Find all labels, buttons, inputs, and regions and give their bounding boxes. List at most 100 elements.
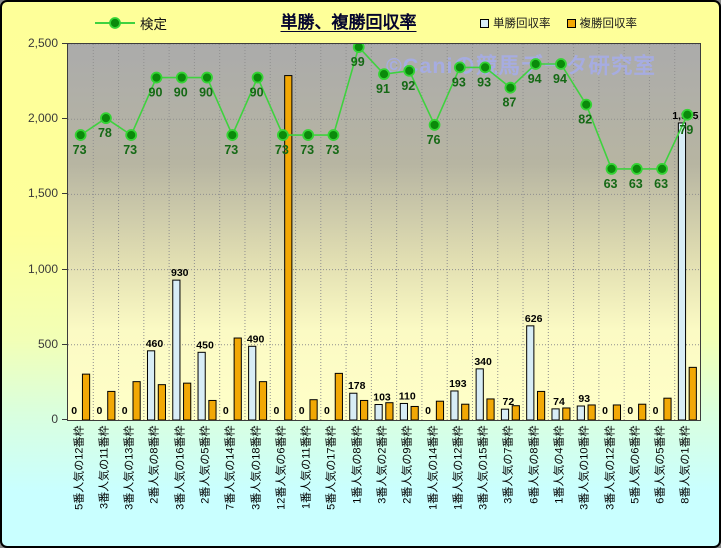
x-category-label: 3番人気の18番枠 [250, 425, 263, 510]
bar-fukusho [536, 390, 546, 420]
bar-fukusho [486, 398, 495, 420]
kentei-value-label: 73 [300, 143, 314, 157]
x-category-label: 5番人気の6番枠 [629, 425, 642, 504]
bar-zero-label: 0 [71, 405, 77, 417]
legend-bars: 単勝回収率 複勝回収率 [480, 15, 637, 31]
kentei-line-marker-icon [95, 17, 135, 29]
kentei-value-label: 92 [401, 79, 415, 93]
x-category-label: 1番人気の8番枠 [351, 425, 364, 504]
bar-fukusho [688, 366, 697, 420]
y-tick-mark [62, 268, 67, 270]
y-tick-label: 1,000 [27, 261, 58, 276]
bar-tansho [172, 279, 181, 420]
x-category-label: 12番人気の6番枠 [275, 425, 288, 510]
bar-value-label: 74 [553, 396, 565, 408]
legend-kentei: 検定 [94, 13, 167, 33]
x-category-label: 7番人気の14番枠 [224, 425, 237, 510]
bar-fukusho [157, 384, 166, 420]
kentei-dot [403, 64, 416, 77]
y-tick-label: 500 [37, 336, 58, 351]
kentei-dot [150, 71, 163, 84]
fukusho-swatch-icon [566, 18, 576, 28]
x-category-label: 3番人気の16番枠 [174, 425, 187, 510]
bar-fukusho [284, 75, 293, 420]
x-category-label: 3番人気の15番枠 [477, 425, 490, 510]
kentei-value-label: 73 [123, 143, 137, 157]
legend-tansho-label: 単勝回収率 [493, 18, 551, 30]
x-category-label: 1番人気の14番枠 [427, 425, 440, 510]
x-category-label: 3番人気の12番枠 [604, 425, 617, 510]
y-tick-label: 0 [51, 412, 58, 426]
watermark: ©Caniの競馬データ研究室 [386, 53, 656, 78]
y-tick-label: 1,500 [27, 186, 58, 201]
gridlines [68, 44, 700, 420]
bar-fukusho [385, 402, 394, 420]
kentei-value-label: 93 [477, 75, 491, 89]
bar-value-label: 193 [449, 378, 467, 390]
bar-fukusho [107, 390, 116, 420]
kentei-dot [302, 129, 315, 141]
bar-fukusho [132, 381, 141, 420]
bar-zero-label: 0 [602, 405, 608, 417]
kentei-dot [175, 71, 188, 84]
kentei-dot [605, 163, 618, 175]
bar-fukusho [638, 403, 647, 420]
kentei-dots [74, 44, 694, 175]
kentei-value-label: 73 [73, 143, 87, 157]
x-category-label: 3番人気の2番枠 [376, 425, 389, 504]
bar-fukusho [663, 397, 672, 420]
kentei-dot [630, 163, 643, 175]
y-tick-mark [62, 193, 67, 195]
x-category-label: 1番人気の12番枠 [452, 425, 465, 510]
kentei-value-label: 90 [199, 86, 213, 100]
x-category-label: 1番人気の11番枠 [300, 425, 313, 509]
bar-fukusho [309, 399, 318, 420]
x-category-label: 3番人気の10番枠 [578, 425, 591, 510]
bar-tansho [677, 122, 687, 420]
bar-value-label: 490 [247, 333, 265, 345]
tansho-swatch-icon [480, 18, 489, 28]
y-tick-mark [62, 43, 67, 44]
bar-fukusho [587, 404, 596, 420]
bar-zero-label: 0 [425, 405, 431, 417]
y-tick-mark [62, 419, 67, 420]
y-tick-mark [62, 343, 67, 345]
bar-fukusho [562, 407, 571, 420]
kentei-dot [327, 129, 340, 141]
bar-value-label: 72 [503, 396, 515, 408]
bar-tansho [475, 368, 484, 420]
bar-zero-label: 0 [299, 405, 305, 417]
bar-tansho [526, 325, 535, 420]
kentei-value-label: 76 [427, 133, 441, 147]
x-category-label: 1番人気の4番枠 [553, 425, 566, 504]
kentei-value-label: 79 [679, 123, 693, 137]
kentei-dot [226, 129, 239, 141]
bar-fukusho [183, 382, 192, 420]
kentei-value-label: 87 [502, 96, 516, 110]
x-category-label: 2番人気の5番枠 [199, 425, 212, 504]
kentei-value-label: 82 [578, 113, 592, 127]
bar-tansho [248, 345, 257, 420]
legend-fukusho: 複勝回収率 [566, 15, 637, 31]
bar-fukusho [334, 372, 343, 420]
x-category-label: 2番人気の8番枠 [148, 425, 161, 504]
bar-value-label: 110 [399, 390, 416, 402]
kentei-dot [352, 44, 365, 53]
kentei-dot [201, 71, 213, 84]
bar-tansho [450, 390, 459, 420]
kentei-dot [251, 71, 264, 84]
bar-zero-label: 0 [324, 405, 330, 417]
x-category-label: 3番人気の13番枠 [123, 425, 136, 510]
kentei-value-label: 90 [250, 86, 264, 100]
x-category-label: 6番人気の8番枠 [528, 425, 541, 504]
bar-value-label: 103 [373, 392, 391, 404]
bar-fukusho [233, 337, 242, 420]
kentei-value-label: 94 [553, 72, 567, 86]
kentei-dot [580, 98, 593, 111]
bars [81, 75, 697, 420]
bar-zero-label: 0 [273, 405, 279, 417]
bar-tansho [146, 350, 156, 420]
kentei-dot [656, 163, 668, 175]
